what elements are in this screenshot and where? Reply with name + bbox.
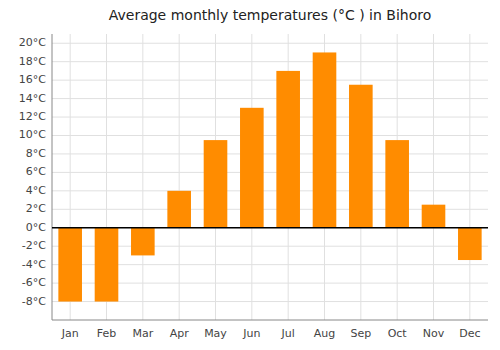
y-tick-label: 18°C [19, 55, 46, 68]
x-tick-label: Aug [314, 327, 335, 340]
x-tick-label: Apr [170, 327, 190, 340]
x-tick-label: Mar [132, 327, 153, 340]
bar [240, 108, 264, 228]
chart: Average monthly temperatures (°C ) in Bi… [0, 0, 500, 350]
bar [385, 140, 409, 228]
y-grid-line [52, 117, 488, 118]
x-grid-line [179, 34, 180, 320]
x-tick-label: Jun [242, 327, 260, 340]
bar [276, 71, 300, 228]
bar [458, 228, 482, 260]
x-tick-label: Feb [97, 327, 116, 340]
y-tick-label: -8°C [22, 295, 46, 308]
y-tick-label: 2°C [26, 202, 46, 215]
bar [349, 85, 373, 228]
x-tick-label: Jan [61, 327, 79, 340]
x-tick-label: Nov [423, 327, 445, 340]
y-grid-line [52, 43, 488, 44]
y-tick-label: -2°C [22, 239, 46, 252]
y-tick-label: 14°C [19, 92, 46, 105]
y-grid-line [52, 190, 488, 191]
y-tick-label: 8°C [26, 147, 46, 160]
bar [58, 228, 82, 302]
y-tick-label: 20°C [19, 36, 46, 49]
x-axis-line [52, 320, 488, 321]
y-tick-label: 12°C [19, 110, 46, 123]
y-grid-line [52, 80, 488, 81]
bar [167, 191, 191, 228]
x-tick-label: Sep [350, 327, 371, 340]
x-tick-label: Jul [281, 327, 295, 340]
y-tick-label: 16°C [19, 73, 46, 86]
bar [313, 52, 337, 227]
y-tick-label: 0°C [26, 221, 46, 234]
bar [131, 228, 155, 256]
y-tick-label: -4°C [22, 258, 46, 271]
y-grid-line [52, 153, 488, 154]
y-axis-line [52, 34, 53, 320]
zero-line [52, 227, 488, 229]
x-tick-label: Dec [459, 327, 480, 340]
y-tick-label: -6°C [22, 276, 46, 289]
x-grid-line [142, 34, 143, 320]
y-grid-line [52, 61, 488, 62]
bar [422, 205, 446, 228]
y-grid-line [52, 227, 488, 228]
bars [52, 52, 488, 301]
title: Average monthly temperatures (°C ) in Bi… [109, 7, 432, 23]
y-tick-label: 4°C [26, 184, 46, 197]
bar [204, 140, 228, 228]
y-grid-line [52, 135, 488, 136]
bar [95, 228, 119, 302]
y-tick-label: 10°C [19, 128, 46, 141]
x-tick-label: May [204, 327, 227, 340]
grid [52, 34, 488, 320]
y-tick-label: 6°C [26, 165, 46, 178]
x-grid-line [469, 34, 470, 320]
x-tick-label: Oct [388, 327, 408, 340]
x-grid-line [433, 34, 434, 320]
y-grid-line [52, 172, 488, 173]
y-grid-line [52, 98, 488, 99]
